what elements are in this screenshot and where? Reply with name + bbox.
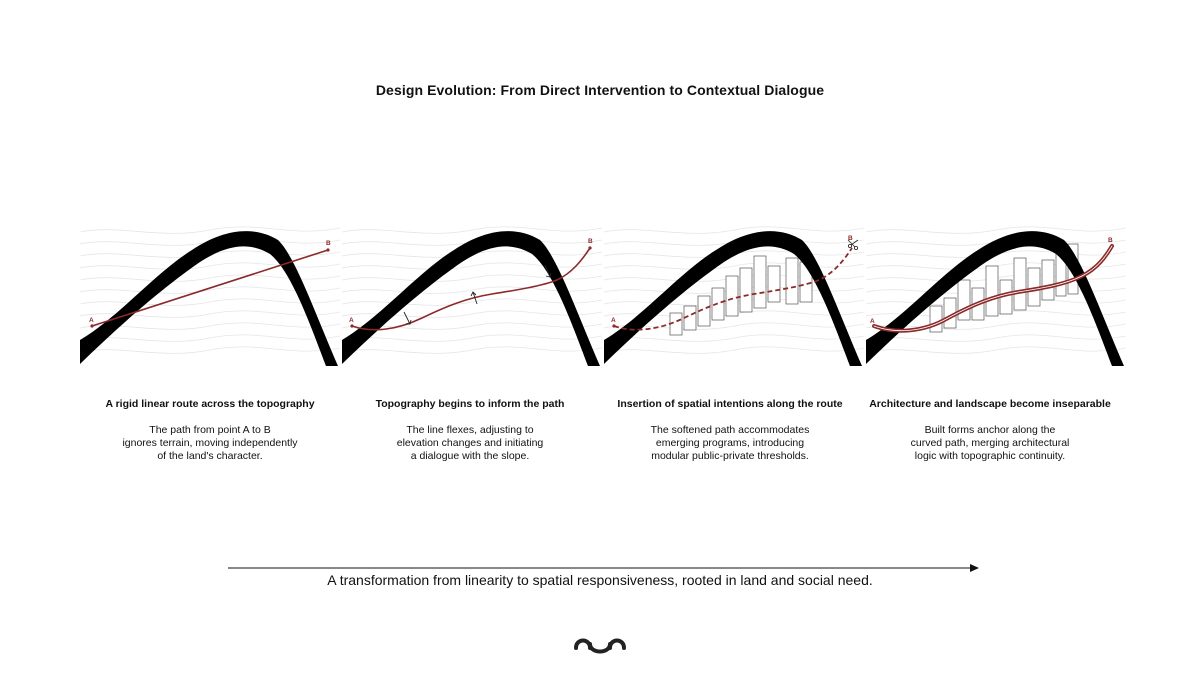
contour-line	[80, 226, 340, 234]
point-a-label: A	[349, 317, 354, 324]
caption-panel-4: Architecture and landscape become insepa…	[859, 398, 1121, 463]
contour-line	[342, 334, 602, 342]
diagram-panel-1: A B	[80, 218, 340, 368]
terrain-ridge	[80, 231, 338, 366]
flexing-route	[351, 247, 591, 331]
point-a-marker	[612, 324, 616, 328]
point-b-label: B	[1108, 237, 1113, 244]
contour-line	[604, 334, 864, 342]
caption-body: The path from point A to B ignores terra…	[79, 424, 341, 463]
caption-line: elevation changes and initiating	[396, 437, 544, 449]
wave-logo-icon	[574, 638, 626, 654]
contour-line	[342, 262, 602, 270]
caption-heading: Architecture and landscape become insepa…	[869, 398, 1111, 410]
caption-line: The line flexes, adjusting to	[406, 424, 534, 436]
caption-line: logic with topographic continuity.	[914, 450, 1066, 462]
panel-2-svg: A B	[342, 226, 602, 366]
caption-body: Built forms anchor along the curved path…	[859, 424, 1121, 463]
contour-line	[604, 262, 864, 270]
linear-route	[91, 249, 329, 327]
point-a-label: A	[870, 318, 875, 325]
contour-line	[342, 346, 602, 354]
point-b-label: B	[848, 235, 853, 242]
caption-heading: A rigid linear route across the topograp…	[105, 398, 315, 410]
timeline-caption: A transformation from linearity to spati…	[327, 572, 873, 588]
caption-line: The path from point A to B	[149, 424, 271, 436]
diagram-panel-4: A B	[866, 218, 1126, 368]
caption-line: Built forms anchor along the	[924, 424, 1056, 436]
point-b-label: B	[588, 238, 593, 245]
caption-line: of the land's character.	[157, 450, 263, 462]
point-b-marker	[588, 246, 592, 250]
caption-body: The softened path accommodates emerging …	[599, 424, 861, 463]
modular-programs	[669, 255, 813, 336]
contour-line	[604, 346, 864, 354]
contour-line	[80, 346, 340, 354]
caption-panel-2: Topography begins to inform the path The…	[339, 398, 601, 463]
caption-heading: Topography begins to inform the path	[375, 398, 565, 410]
diagram-panel-2: A B	[342, 218, 602, 368]
caption-line: a dialogue with the slope.	[410, 450, 530, 462]
caption-line: ignores terrain, moving independently	[122, 437, 298, 449]
built-forms	[929, 243, 1079, 333]
softened-route	[613, 247, 853, 331]
point-a-label: A	[89, 317, 94, 324]
diagram-panel-3: A B	[604, 218, 864, 368]
contour-lines	[80, 226, 340, 354]
caption-panel-1: A rigid linear route across the topograp…	[79, 398, 341, 463]
panel-1-svg: A B	[80, 226, 340, 366]
contour-line	[866, 346, 1126, 354]
adjustment-arrow-icon	[470, 291, 478, 305]
caption-panel-3: Insertion of spatial intentions along th…	[599, 398, 861, 463]
caption-line: modular public-private thresholds.	[651, 450, 809, 462]
arrow-right-icon	[228, 564, 979, 572]
integrated-route-core	[873, 245, 1113, 331]
point-b-marker	[326, 248, 330, 252]
contour-line	[604, 226, 864, 234]
caption-line: curved path, merging architectural	[910, 437, 1070, 449]
point-a-marker	[350, 324, 354, 328]
adjustment-arrow-icon	[403, 311, 412, 325]
point-b-label: B	[326, 240, 331, 247]
caption-line: emerging programs, introducing	[655, 437, 805, 449]
caption-heading: Insertion of spatial intentions along th…	[617, 398, 843, 410]
adjustment-arrow-icon	[544, 264, 552, 278]
page-title: Design Evolution: From Direct Interventi…	[375, 82, 825, 98]
contour-line	[342, 298, 602, 306]
caption-line: The softened path accommodates	[650, 424, 810, 436]
contour-line	[866, 334, 1126, 342]
point-a-marker	[90, 324, 94, 328]
contour-line	[80, 298, 340, 306]
contour-line	[80, 334, 340, 342]
panel-4-svg: A B	[866, 226, 1126, 366]
panel-3-svg: A B	[604, 226, 864, 366]
contour-line	[866, 226, 1126, 234]
contour-line	[342, 226, 602, 234]
point-a-label: A	[611, 317, 616, 324]
caption-body: The line flexes, adjusting to elevation …	[339, 424, 601, 463]
scissors-icon	[847, 239, 859, 250]
contour-line	[80, 262, 340, 270]
